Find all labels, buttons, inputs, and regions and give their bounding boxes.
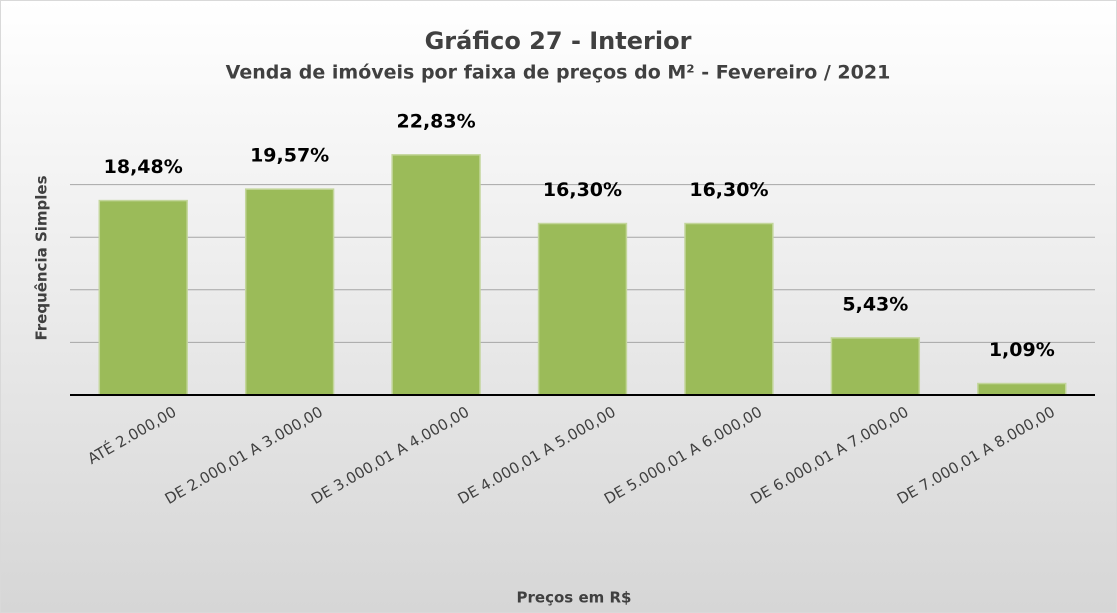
bar	[830, 337, 921, 396]
data-label: 1,09%	[989, 339, 1055, 361]
x-axis-label: Preços em R$	[517, 589, 632, 607]
data-label: 16,30%	[543, 179, 622, 201]
bar	[391, 154, 481, 396]
data-label: 18,48%	[104, 156, 183, 178]
bar	[244, 188, 335, 396]
bar	[98, 199, 188, 396]
bar	[977, 382, 1067, 396]
chart-title: Gráfico 27 - Interior	[425, 27, 692, 55]
data-label: 16,30%	[689, 179, 768, 201]
bar	[684, 222, 774, 396]
bar	[537, 222, 628, 396]
data-label: 19,57%	[250, 145, 329, 167]
data-label: 5,43%	[842, 293, 908, 315]
data-label: 22,83%	[397, 110, 476, 132]
y-axis-label: Frequência Simples	[33, 175, 51, 340]
chart-subtitle: Venda de imóveis por faixa de preços do …	[226, 62, 891, 84]
